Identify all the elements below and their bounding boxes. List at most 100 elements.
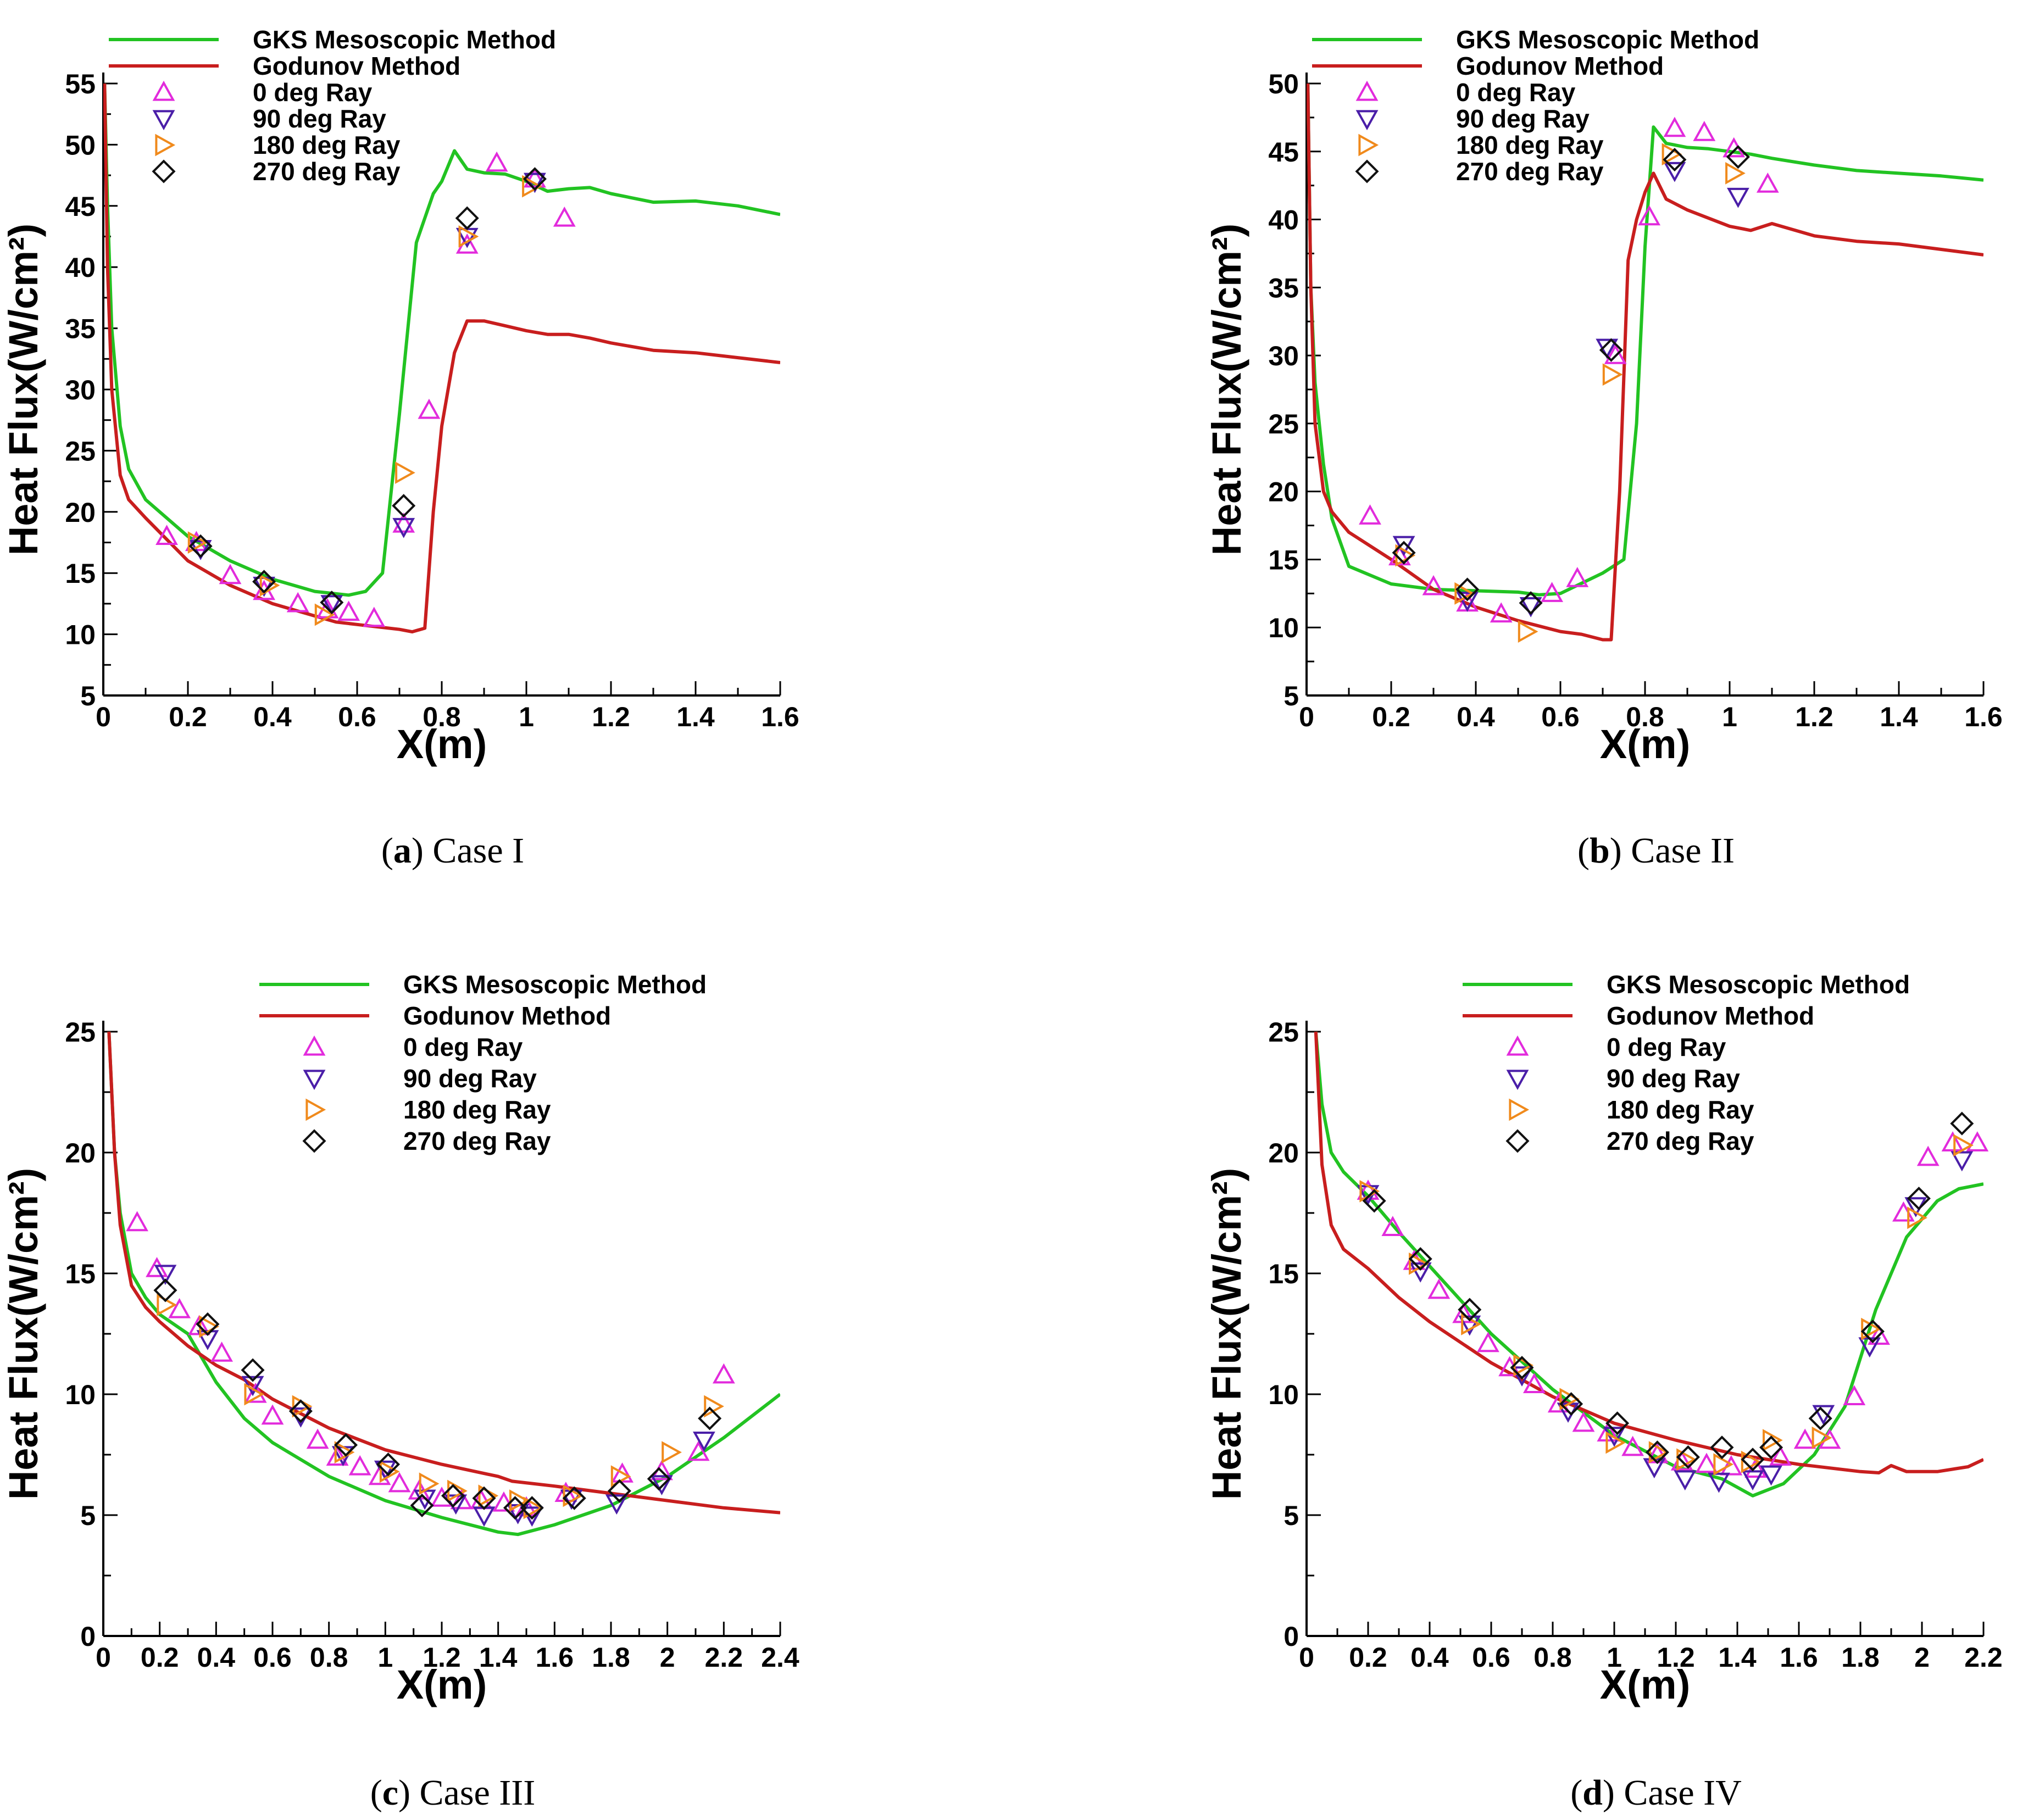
data-point-ray270 [1392, 541, 1416, 565]
y-tick-label: 25 [1268, 409, 1299, 439]
series-line-gks [107, 1031, 780, 1537]
data-point-ray90 [1674, 1470, 1697, 1491]
data-point-ray0 [1523, 1373, 1546, 1393]
data-point-ray0 [261, 1404, 284, 1425]
y-tick-label: 35 [1268, 272, 1299, 303]
data-point-ray90 [473, 1506, 496, 1527]
legend-label-ray180: 180 deg Ray [1456, 131, 1604, 159]
data-point-ray90 [320, 595, 343, 616]
data-point-ray0 [286, 592, 309, 613]
data-point-ray270 [196, 1312, 220, 1336]
data-point-ray0 [363, 606, 386, 627]
data-point-ray180 [244, 1383, 265, 1406]
x-axis-label: X(m) [397, 721, 487, 767]
y-tick-label: 20 [1268, 1138, 1299, 1168]
x-axis-label: X(m) [397, 1662, 487, 1707]
data-point-ray0 [1604, 343, 1627, 364]
y-tick-label: 5 [80, 681, 96, 711]
y-axis-label: Heat Flux(W/cm²) [1, 1168, 46, 1500]
caption-d: (d) Case IV [1570, 1773, 1742, 1813]
x-tick-label: 0 [1299, 702, 1314, 732]
x-tick-label: 1 [377, 1642, 393, 1673]
data-point-ray270 [1808, 1406, 1832, 1431]
chart-panel-d: 0 0.2 0.4 0.6 0.8 1 1.2 1.4 1.6 1.8 2 2.2 0 5 10 15 20 25… [1204, 970, 2003, 1813]
x-tick-label: 0.8 [423, 702, 461, 732]
data-point-ray270 [698, 1406, 722, 1431]
data-point-ray0 [1916, 1145, 1940, 1166]
legend-label-ray270: 270 deg Ray [1607, 1127, 1754, 1155]
data-point-ray90 [1392, 536, 1415, 556]
y-tick-label: 5 [80, 1500, 96, 1531]
x-tick-label: 0.8 [1533, 1642, 1572, 1673]
y-tick-label: 10 [65, 1379, 96, 1410]
x-tick-label: 1.6 [1964, 702, 2003, 732]
y-tick-label: 30 [65, 375, 96, 405]
caption-text: Case III [420, 1773, 536, 1813]
x-tick-label: 0.2 [169, 702, 207, 732]
data-point-ray90 [1603, 1427, 1626, 1447]
legend-label-ray90: 90 deg Ray [1456, 104, 1590, 133]
data-point-ray0 [168, 1298, 191, 1318]
y-tick-label: 35 [65, 314, 96, 344]
data-point-ray180 [458, 225, 479, 248]
chart-panel-b: 0 0.2 0.4 0.6 0.8 1 1.2 1.4 1.6 5 10 15 20 25 30 35 40 45… [1204, 25, 2003, 871]
chart-panel-a: 0 0.2 0.4 0.6 0.8 1 1.2 1.4 1.6 5 10 15 20 25 30 35 40 45… [1, 25, 799, 871]
data-point-ray270 [188, 534, 213, 558]
data-point-ray180 [259, 574, 280, 597]
x-tick-label: 0 [1299, 1642, 1314, 1673]
y-tick-label: 10 [1268, 1379, 1299, 1410]
data-point-ray0 [1477, 1332, 1499, 1353]
data-point-ray90 [693, 1432, 715, 1452]
legend-marker-ray270 [302, 1129, 326, 1153]
data-point-ray0 [1756, 172, 1779, 193]
legend-label-ray90: 90 deg Ray [253, 104, 386, 133]
data-point-ray180 [662, 1441, 682, 1463]
data-point-ray0 [146, 1257, 168, 1277]
data-point-ray180 [1763, 1429, 1783, 1451]
data-point-ray90 [1951, 1151, 1974, 1172]
data-point-ray0 [1422, 575, 1445, 595]
y-tick-label: 5 [1283, 1500, 1299, 1531]
data-point-ray90 [651, 1475, 673, 1495]
data-point-ray0 [388, 1472, 411, 1493]
series-line-gks [103, 83, 780, 597]
data-point-ray0 [485, 151, 508, 172]
legend-marker-ray270 [152, 159, 176, 183]
legend-marker-ray180 [155, 133, 176, 157]
data-point-ray90 [1510, 1366, 1533, 1387]
data-point-ray0 [1868, 1324, 1890, 1345]
legend-label-gks: GKS Mesoscopic Method [1456, 25, 1759, 54]
data-point-ray0 [1572, 1411, 1595, 1432]
x-tick-label: 0.8 [1626, 702, 1664, 732]
data-point-ray270 [1510, 1356, 1534, 1380]
y-tick-label: 25 [65, 1017, 96, 1048]
y-tick-label: 0 [80, 1621, 96, 1652]
x-tick-label: 1 [1722, 702, 1737, 732]
x-axis-label: X(m) [1600, 1662, 1690, 1707]
data-point-ray270 [241, 1358, 265, 1382]
data-point-ray270 [376, 1452, 400, 1477]
y-tick-label: 40 [1268, 205, 1299, 236]
x-tick-label: 1.4 [676, 702, 715, 732]
data-point-ray0 [1427, 1278, 1451, 1299]
data-point-ray0 [326, 1445, 349, 1466]
x-tick-label: 0.4 [1410, 1642, 1449, 1673]
legend-label-ray0: 0 deg Ray [1607, 1033, 1726, 1061]
data-point-ray270 [1362, 1189, 1386, 1213]
legend-label-ray180: 180 deg Ray [403, 1095, 551, 1124]
legend-marker-ray90 [1506, 1070, 1529, 1090]
data-point-ray0 [418, 398, 441, 419]
x-tick-label: 2.2 [1964, 1642, 2003, 1673]
data-point-ray270 [392, 494, 416, 518]
data-point-ray270 [472, 1486, 496, 1510]
data-point-ray0 [126, 1211, 148, 1232]
data-point-ray0 [1490, 602, 1513, 623]
data-point-ray180 [1518, 620, 1538, 643]
data-point-ray0 [1357, 1179, 1380, 1200]
legend-marker-ray0 [152, 80, 175, 101]
data-point-ray90 [392, 517, 415, 538]
legend-label-godunov: Godunov Method [403, 1001, 611, 1030]
x-tick-label: 1.4 [479, 1642, 518, 1673]
